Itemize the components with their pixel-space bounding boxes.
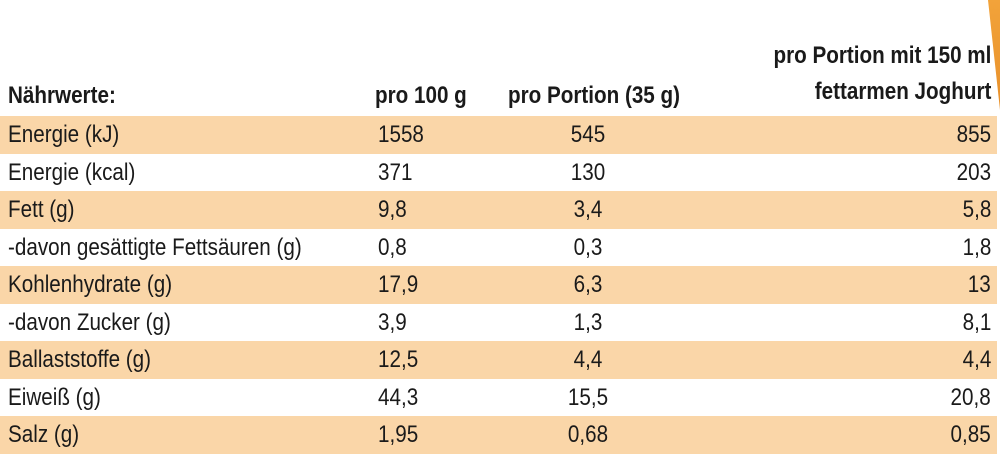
value-per-100g: 17,9	[378, 271, 419, 298]
value-per-portion-yogurt: 203	[956, 158, 991, 186]
table-row-fett: Fett (g) 9,8 3,4 5,8	[0, 191, 997, 229]
row-label: Energie (kJ)	[8, 121, 120, 148]
table-row-gesaettigte-fettsaeuren: -davon gesättigte Fettsäuren (g) 0,8 0,3…	[0, 229, 997, 267]
nutrition-table: Nährwerte: pro 100 g pro Portion (35 g) …	[0, 40, 997, 454]
value-per-portion: 6,3	[573, 271, 603, 298]
value-per-portion: 4,4	[573, 346, 603, 373]
value-per-portion-yogurt: 855	[956, 121, 991, 148]
header-naehrwerte: Nährwerte:	[8, 82, 116, 109]
value-per-100g: 12,5	[378, 346, 419, 373]
value-per-100g: 44,3	[378, 383, 419, 411]
value-per-100g: 3,9	[378, 308, 407, 336]
header-per-portion: pro Portion (35 g)	[508, 82, 680, 109]
value-per-portion: 1,3	[573, 308, 603, 336]
value-per-portion-yogurt: 5,8	[962, 196, 991, 223]
value-per-portion: 545	[570, 121, 606, 148]
value-per-100g: 9,8	[378, 196, 407, 223]
table-row-eiweiss: Eiweiß (g) 44,3 15,5 20,8	[0, 379, 997, 417]
row-label: Eiweiß (g)	[8, 383, 101, 411]
header-per-portion-yogurt-line2: fettarmen Joghurt	[814, 78, 991, 105]
header-per-100g: pro 100 g	[375, 82, 467, 109]
table-header: Nährwerte: pro 100 g pro Portion (35 g) …	[0, 40, 997, 116]
value-per-100g: 0,8	[378, 233, 407, 261]
table-row-energie-kcal: Energie (kcal) 371 130 203	[0, 154, 997, 192]
table-row-kohlenhydrate: Kohlenhydrate (g) 17,9 6,3 13	[0, 266, 997, 304]
row-label: Kohlenhydrate (g)	[8, 271, 173, 298]
value-per-100g: 371	[378, 158, 413, 186]
header-per-portion-yogurt: pro Portion mit 150 ml fettarmen Joghurt	[773, 38, 991, 110]
row-label: Energie (kcal)	[8, 158, 136, 186]
value-per-portion-yogurt: 13	[968, 271, 991, 298]
value-per-portion: 130	[570, 158, 606, 186]
value-per-portion-yogurt: 20,8	[950, 383, 991, 411]
table-row-salz: Salz (g) 1,95 0,68 0,85	[0, 416, 997, 454]
row-label: -davon Zucker (g)	[8, 308, 171, 336]
value-per-100g: 1,95	[378, 421, 419, 448]
row-label: -davon gesättigte Fettsäuren (g)	[8, 233, 302, 261]
header-per-portion-yogurt-line1: pro Portion mit 150 ml	[773, 42, 991, 69]
value-per-portion: 3,4	[573, 196, 603, 223]
value-per-portion-yogurt: 0,85	[950, 421, 991, 448]
row-label: Ballaststoffe (g)	[8, 346, 152, 373]
row-label: Salz (g)	[8, 421, 80, 448]
value-per-portion-yogurt: 4,4	[962, 346, 991, 373]
value-per-portion-yogurt: 8,1	[962, 308, 991, 336]
value-per-portion: 15,5	[567, 383, 609, 411]
value-per-100g: 1558	[378, 121, 424, 148]
table-row-energie-kj: Energie (kJ) 1558 545 855	[0, 116, 997, 154]
table-row-ballaststoffe: Ballaststoffe (g) 12,5 4,4 4,4	[0, 341, 997, 379]
row-label: Fett (g)	[8, 196, 75, 223]
value-per-portion-yogurt: 1,8	[962, 233, 991, 261]
table-row-zucker: -davon Zucker (g) 3,9 1,3 8,1	[0, 304, 997, 342]
value-per-portion: 0,3	[573, 233, 603, 261]
value-per-portion: 0,68	[567, 421, 609, 448]
